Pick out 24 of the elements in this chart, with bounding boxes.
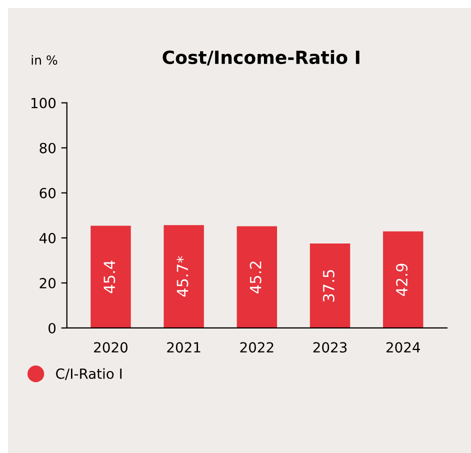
y-axis-title: in % (32, 55, 58, 65)
bar (310, 244, 350, 328)
y-tick-label: 100 (31, 98, 56, 108)
x-tick-label: 2024 (386, 342, 420, 353)
y-tick-label: 40 (39, 232, 56, 244)
bar (164, 225, 204, 328)
data-label: 42.9 (396, 264, 408, 296)
bar (90, 226, 131, 328)
y-tick-label: 0 (48, 322, 56, 334)
data-label: 45.2 (250, 262, 262, 294)
bar (236, 226, 278, 328)
data-label: 45.7* (176, 256, 188, 297)
y-tick-label: 60 (40, 188, 56, 198)
legend-label: C/I-Ratio I (56, 368, 122, 380)
y-tick-label: 80 (40, 142, 56, 154)
x-tick-label: 2021 (167, 342, 200, 353)
x-tick-label: 2022 (240, 342, 274, 353)
x-tick-label: 2023 (313, 342, 347, 353)
bar (383, 231, 424, 328)
x-tick-label: 2020 (94, 342, 128, 353)
data-label: 45.4 (104, 260, 116, 294)
y-tick-label: 20 (40, 278, 56, 288)
chart-title: Cost/Income-Ratio I (162, 50, 360, 66)
data-label: 37.5 (322, 270, 334, 302)
